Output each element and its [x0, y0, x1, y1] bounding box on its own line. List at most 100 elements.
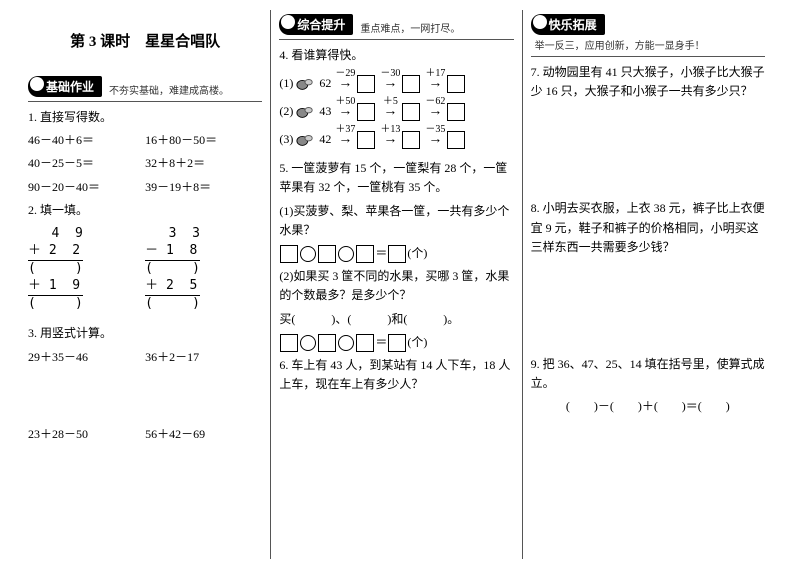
badge-basic-sub: 不夯实基础，难建成高楼。	[109, 82, 229, 99]
q2-cols: 4 9 ＋ 2 2 ( ) ＋ 1 9 ( ) 3 3 － 1 8 ( ) ＋ …	[28, 224, 262, 320]
bee-icon	[296, 77, 314, 91]
chain2-start: 43	[319, 104, 331, 118]
q5-p2: (2)如果买 3 筐不同的水果，买哪 3 筐，水果的个数最多？是多少个？	[279, 267, 513, 305]
column-extension: 快乐拓展 举一反三，应用创新，方能一显身手！ 7. 动物园里有 41 只大猴子，…	[523, 10, 773, 559]
q2r-e: ( )	[145, 296, 200, 311]
column-basic: 第 3 课时 星星合唱队 基础作业 不夯实基础，难建成高楼。 1. 直接写得数。…	[20, 10, 271, 559]
q6: 6. 车上有 43 人，到某站有 14 人下车，18 人上车，现在车上有多少人？	[279, 356, 513, 394]
q8: 8. 小明去买衣服，上衣 38 元，裤子比上衣便宜 9 元，鞋子和裤子的价格相同…	[531, 199, 765, 257]
q2r-c: ( )	[145, 261, 200, 276]
blank-box[interactable]	[318, 245, 336, 263]
arrow-icon: －29→	[334, 76, 356, 92]
chain-2: (2) 43 ＋50→ ＋5→ －62→	[279, 103, 513, 121]
q2l-e: ( )	[28, 296, 83, 311]
op: －35	[424, 120, 446, 135]
blank-box[interactable]	[357, 131, 375, 149]
chain2-label: (2)	[279, 104, 293, 118]
q2-left-math: 4 9 ＋ 2 2 ( ) ＋ 1 9 ( )	[28, 226, 83, 312]
unit: (个)	[407, 246, 427, 260]
q1-r1c1: 32＋8＋2＝	[145, 154, 262, 173]
blank-box[interactable]	[280, 334, 298, 352]
arrow-icon: ＋5→	[379, 104, 401, 120]
q2l-a: 4 9	[28, 226, 83, 241]
q9-eq: ( )－( )＋( )＝( )	[531, 397, 765, 416]
q2-left: 4 9 ＋ 2 2 ( ) ＋ 1 9 ( )	[28, 224, 145, 320]
q2l-b: ＋ 2 2	[28, 243, 80, 258]
column-comprehensive: 综合提升 重点难点，一网打尽。 4. 看谁算得快。 (1) 62 －29→ －3…	[271, 10, 522, 559]
q5-title: 5. 一筐菠萝有 15 个，一筐梨有 28 个，一筐苹果有 32 个，一筐桃有 …	[279, 159, 513, 197]
badge-ext: 快乐拓展	[531, 14, 605, 35]
q5-p3: 买( )、( )和( )。	[279, 310, 513, 329]
chain1-label: (1)	[279, 76, 293, 90]
badge-comp-row: 综合提升 重点难点，一网打尽。	[279, 14, 513, 40]
blank-box[interactable]	[356, 245, 374, 263]
blank-box[interactable]	[357, 75, 375, 93]
blank-box[interactable]	[357, 103, 375, 121]
q3-row0: 29＋35－46 36＋2－17	[28, 348, 262, 367]
bee-icon	[296, 133, 314, 147]
blank-circle[interactable]	[300, 246, 316, 262]
blank-box[interactable]	[447, 75, 465, 93]
blank-box[interactable]	[402, 131, 420, 149]
q3-space1	[28, 371, 262, 421]
lesson-title: 第 3 课时 星星合唱队	[28, 30, 262, 51]
arrow-icon: －62→	[424, 104, 446, 120]
badge-ext-row: 快乐拓展 举一反三，应用创新，方能一显身手！	[531, 14, 765, 57]
blank-box[interactable]	[388, 334, 406, 352]
q1-title: 1. 直接写得数。	[28, 108, 262, 127]
chain-3: (3) 42 ＋37→ ＋13→ －35→	[279, 131, 513, 149]
badge-basic: 基础作业	[28, 76, 102, 97]
arrow-icon: －35→	[424, 132, 446, 148]
q2r-d: ＋ 2 5	[145, 278, 197, 293]
q2r-b: － 1 8	[145, 243, 197, 258]
q1-row2: 90－20－40＝ 39－19＋8＝	[28, 178, 262, 197]
chain-1: (1) 62 －29→ －30→ ＋17→	[279, 75, 513, 93]
blank-circle[interactable]	[338, 335, 354, 351]
q1-r0c1: 16＋80－50＝	[145, 131, 262, 150]
blank-box[interactable]	[447, 131, 465, 149]
arrow-icon: －30→	[379, 76, 401, 92]
q1-r1c0: 40－25－5＝	[28, 154, 145, 173]
op: －29	[334, 64, 356, 79]
q3-r0c0: 29＋35－46	[28, 348, 145, 367]
q4-title: 4. 看谁算得快。	[279, 46, 513, 65]
badge-ext-sub: 举一反三，应用创新，方能一显身手！	[535, 37, 705, 54]
arrow-icon: ＋50→	[334, 104, 356, 120]
op: ＋37	[334, 120, 356, 135]
chain3-label: (3)	[279, 132, 293, 146]
blank-box[interactable]	[447, 103, 465, 121]
arrow-icon: ＋37→	[334, 132, 356, 148]
blank-box[interactable]	[388, 245, 406, 263]
q1-r0c0: 46－40＋6＝	[28, 131, 145, 150]
blank-circle[interactable]	[338, 246, 354, 262]
q1-r2c1: 39－19＋8＝	[145, 178, 262, 197]
blank-box[interactable]	[356, 334, 374, 352]
arrow-icon: ＋13→	[379, 132, 401, 148]
blank-box[interactable]	[280, 245, 298, 263]
bee-icon	[296, 105, 314, 119]
op: ＋17	[424, 64, 446, 79]
q3-r1c0: 23＋28－50	[28, 425, 145, 444]
blank-box[interactable]	[402, 103, 420, 121]
chain3-start: 42	[319, 132, 331, 146]
badge-comp: 综合提升	[279, 14, 353, 35]
op: ＋50	[334, 92, 356, 107]
q2l-c: ( )	[28, 261, 83, 276]
blank-box[interactable]	[402, 75, 420, 93]
badge-basic-row: 基础作业 不夯实基础，难建成高楼。	[28, 76, 262, 102]
blank-box[interactable]	[318, 334, 336, 352]
q3-title: 3. 用竖式计算。	[28, 324, 262, 343]
q2r-a: 3 3	[145, 226, 200, 241]
q8-space	[531, 261, 765, 351]
unit: (个)	[407, 335, 427, 349]
q3-row1: 23＋28－50 56＋42－69	[28, 425, 262, 444]
q1-row1: 40－25－5＝ 32＋8＋2＝	[28, 154, 262, 173]
chain1-start: 62	[319, 76, 331, 90]
blank-circle[interactable]	[300, 335, 316, 351]
q2-right-math: 3 3 － 1 8 ( ) ＋ 2 5 ( )	[145, 226, 200, 312]
op: －62	[424, 92, 446, 107]
q3-r1c1: 56＋42－69	[145, 425, 262, 444]
q2-right: 3 3 － 1 8 ( ) ＋ 2 5 ( )	[145, 224, 262, 320]
q7: 7. 动物园里有 41 只大猴子，小猴子比大猴子少 16 只，大猴子和小猴子一共…	[531, 63, 765, 101]
q9: 9. 把 36、47、25、14 填在括号里，使算式成立。	[531, 355, 765, 393]
